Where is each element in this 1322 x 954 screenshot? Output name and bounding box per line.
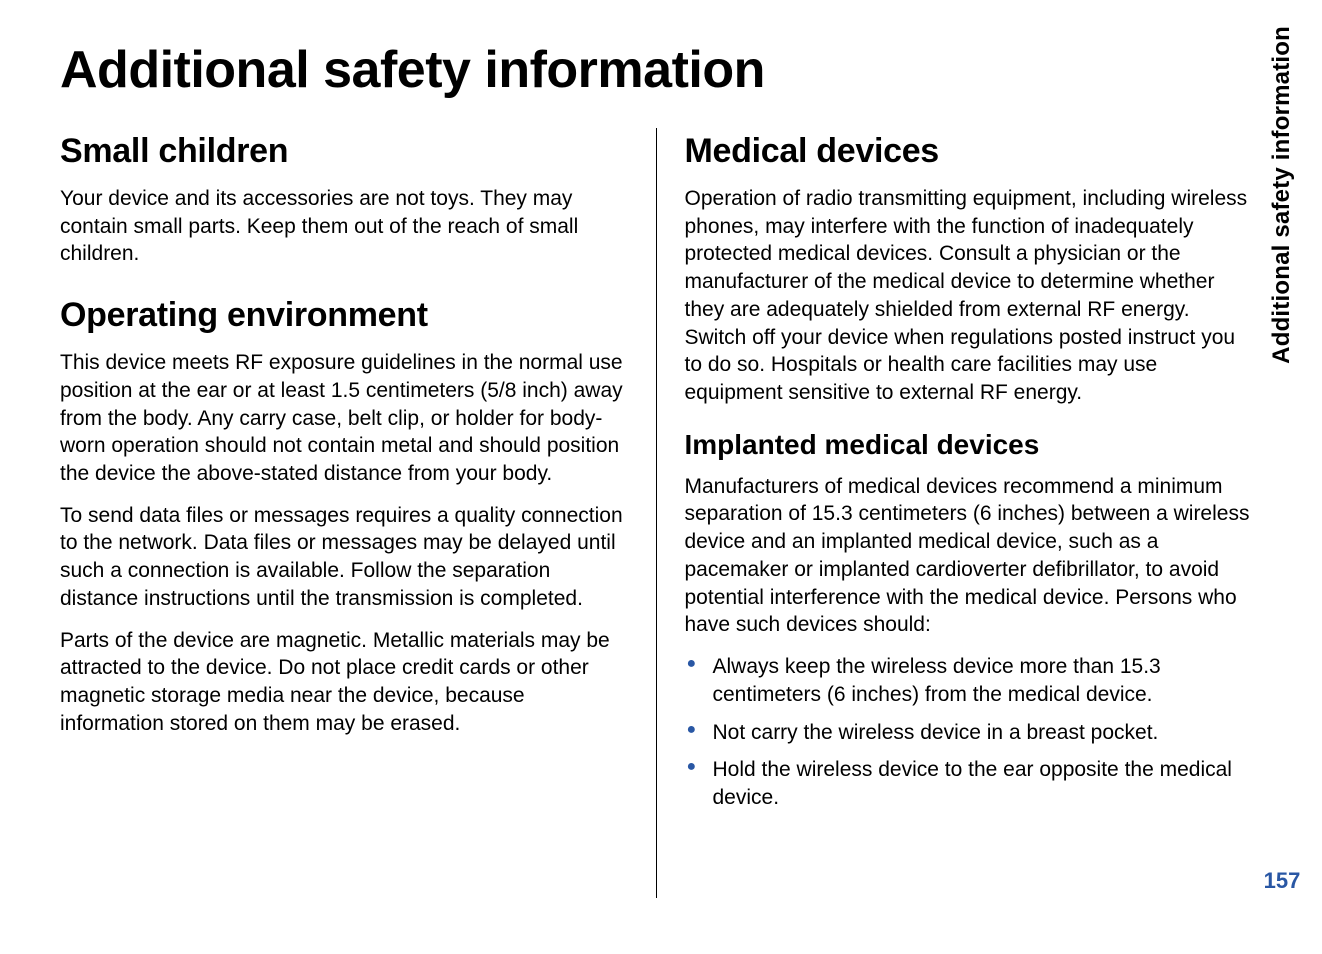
two-column-layout: Small children Your device and its acces… [60, 128, 1262, 898]
body-paragraph: Operation of radio transmitting equipmen… [685, 185, 1253, 407]
list-item: Always keep the wireless device more tha… [685, 653, 1253, 708]
left-column: Small children Your device and its acces… [60, 128, 657, 898]
list-item: Hold the wireless device to the ear oppo… [685, 756, 1253, 811]
section-heading-operating-environment: Operating environment [60, 296, 628, 335]
right-column: Medical devices Operation of radio trans… [657, 128, 1263, 898]
subsection-heading-implanted-medical-devices: Implanted medical devices [685, 429, 1253, 461]
side-tab: Additional safety information 157 [1260, 20, 1304, 900]
side-tab-label: Additional safety information [1268, 26, 1296, 364]
body-paragraph: Your device and its accessories are not … [60, 185, 628, 268]
section-heading-small-children: Small children [60, 132, 628, 171]
body-paragraph: Parts of the device are magnetic. Metall… [60, 627, 628, 738]
body-paragraph: This device meets RF exposure guidelines… [60, 349, 628, 488]
list-item: Not carry the wireless device in a breas… [685, 719, 1253, 747]
body-paragraph: To send data files or messages requires … [60, 502, 628, 613]
document-page: Additional safety information Small chil… [0, 0, 1322, 954]
page-title: Additional safety information [60, 40, 1262, 100]
section-heading-medical-devices: Medical devices [685, 132, 1253, 171]
page-number: 157 [1264, 868, 1301, 894]
bullet-list: Always keep the wireless device more tha… [685, 653, 1253, 812]
body-paragraph: Manufacturers of medical devices recomme… [685, 473, 1253, 639]
